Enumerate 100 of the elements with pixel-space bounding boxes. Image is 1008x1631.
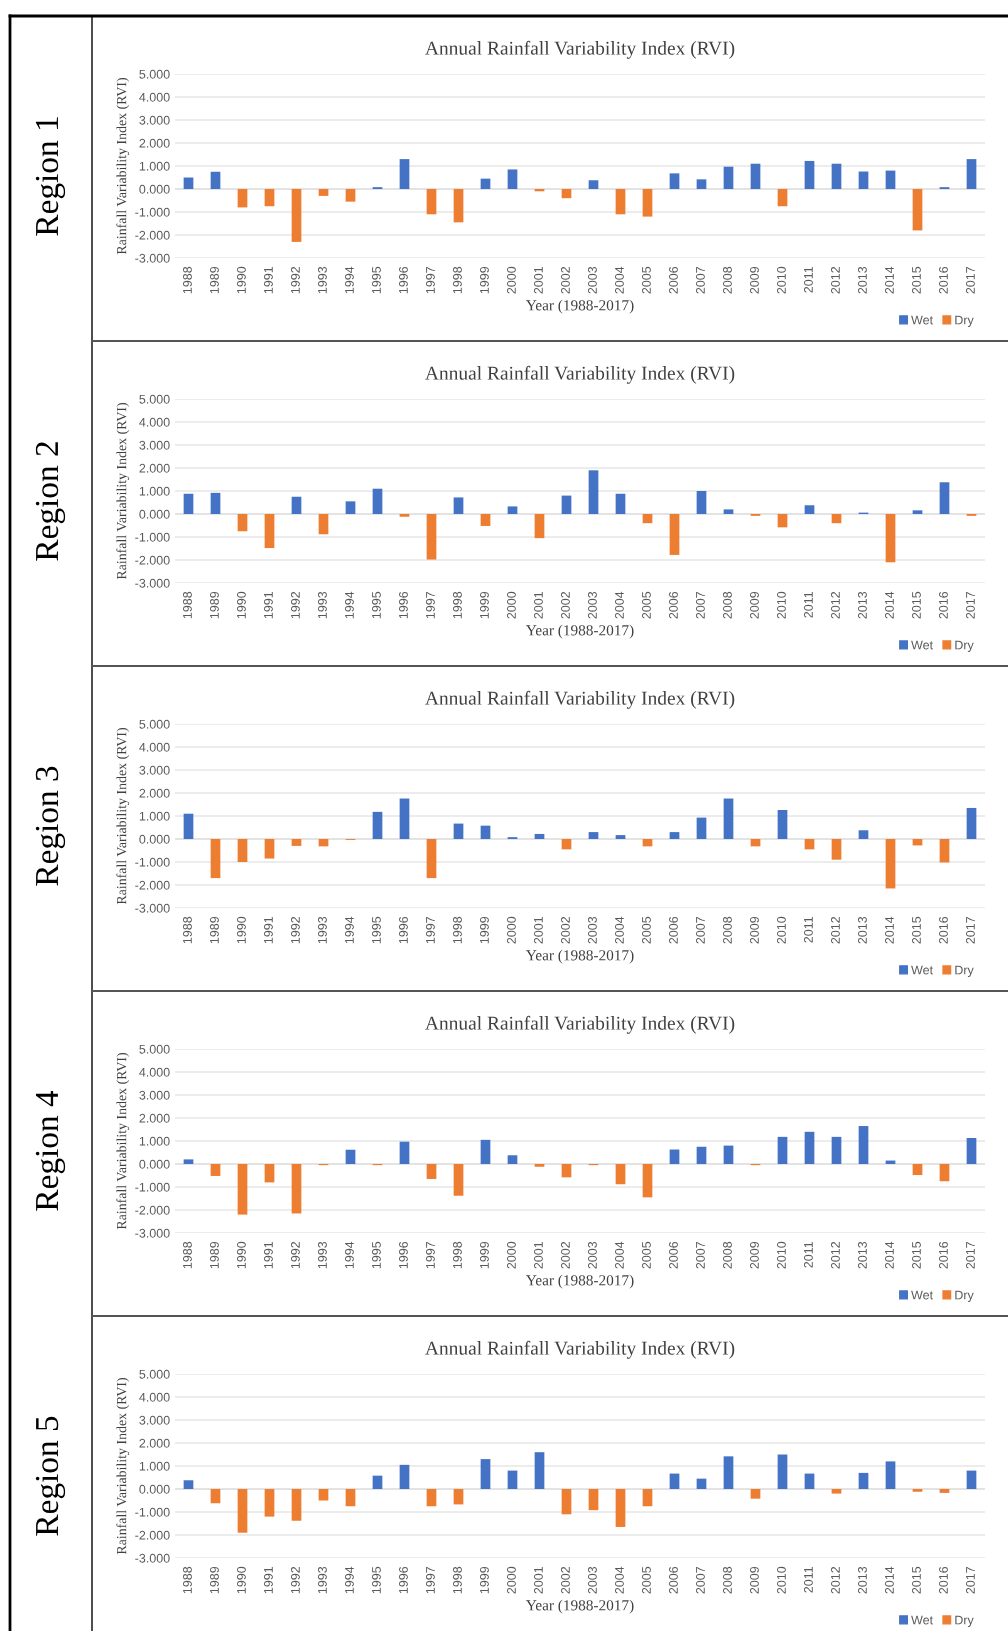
x-tick-label: 1996 bbox=[399, 916, 408, 944]
y-tick-label: 1.000 bbox=[139, 1136, 170, 1146]
x-tick-label: 2011 bbox=[804, 266, 813, 293]
x-tick-label: 2001 bbox=[534, 1566, 543, 1594]
y-tick-label: 3.000 bbox=[139, 1090, 170, 1100]
x-tick-label: 2005 bbox=[642, 1566, 651, 1594]
x-tick-label: 2006 bbox=[669, 266, 678, 294]
bar bbox=[399, 159, 410, 189]
x-tick-label: 2015 bbox=[912, 1566, 921, 1594]
x-tick-label: 1999 bbox=[480, 266, 489, 294]
y-tick-label: -3.000 bbox=[135, 578, 170, 588]
x-tick-label: 2013 bbox=[858, 266, 867, 294]
bar bbox=[291, 189, 302, 242]
y-tick-label: 5.000 bbox=[139, 394, 170, 404]
bar bbox=[399, 798, 410, 839]
bar bbox=[831, 163, 842, 189]
bar bbox=[885, 839, 896, 889]
x-tick-label: 2015 bbox=[912, 266, 921, 294]
bar bbox=[858, 1126, 869, 1164]
x-tick-label: 2004 bbox=[615, 1566, 624, 1594]
bar bbox=[777, 514, 788, 528]
bar bbox=[372, 811, 383, 839]
x-tick-label: 2008 bbox=[723, 266, 732, 294]
x-tick-label: 2002 bbox=[561, 591, 570, 619]
x-tick-label: 2009 bbox=[750, 1566, 759, 1594]
x-tick-label: 1991 bbox=[264, 1241, 273, 1269]
bar bbox=[345, 1149, 356, 1164]
bar bbox=[210, 171, 221, 189]
bar bbox=[534, 514, 545, 539]
bar bbox=[831, 1136, 842, 1164]
bar bbox=[183, 1480, 194, 1489]
x-tick-label: 2013 bbox=[858, 591, 867, 619]
bar bbox=[858, 171, 869, 189]
x-tick-label: 2007 bbox=[696, 916, 705, 944]
y-tick-label: 4.000 bbox=[139, 417, 170, 427]
x-tick-label: 2002 bbox=[561, 1566, 570, 1594]
bar bbox=[372, 488, 383, 514]
bar bbox=[642, 1489, 653, 1507]
bar bbox=[777, 189, 788, 207]
text: Region 1 bbox=[35, 117, 66, 236]
x-tick-label: 1995 bbox=[372, 1241, 381, 1269]
y-tick-label: -1.000 bbox=[135, 1182, 170, 1192]
bar bbox=[426, 189, 437, 215]
bar bbox=[237, 514, 248, 532]
x-tick-label: 1996 bbox=[399, 591, 408, 619]
bar bbox=[723, 1145, 734, 1164]
x-tick-label: 1997 bbox=[426, 591, 435, 619]
x-tick-label: 1988 bbox=[183, 1566, 192, 1594]
bar bbox=[912, 1164, 923, 1176]
bar bbox=[966, 807, 977, 839]
x-tick-label: 1993 bbox=[318, 1241, 327, 1269]
x-tick-label: 1990 bbox=[237, 916, 246, 944]
x-tick-label: 2017 bbox=[966, 1241, 975, 1269]
x-tick-label: 1992 bbox=[291, 266, 300, 294]
x-tick-label: 2013 bbox=[858, 916, 867, 944]
x-tick-label: 1997 bbox=[426, 1566, 435, 1594]
x-tick-label: 1992 bbox=[291, 916, 300, 944]
bar bbox=[453, 1164, 464, 1196]
x-tick-label: 2012 bbox=[831, 591, 840, 619]
x-tick-label: 1997 bbox=[426, 266, 435, 294]
bar bbox=[912, 510, 923, 514]
bar bbox=[777, 810, 788, 839]
x-tick-label: 2000 bbox=[507, 1566, 516, 1594]
bar bbox=[426, 1489, 437, 1507]
x-tick-label: 1995 bbox=[372, 266, 381, 294]
bar bbox=[345, 1489, 356, 1507]
bar bbox=[453, 497, 464, 514]
y-tick-label: 2.000 bbox=[139, 138, 170, 148]
bar bbox=[723, 509, 734, 514]
y-tick-label: 0.000 bbox=[139, 1484, 170, 1494]
y-tick-label: 3.000 bbox=[139, 765, 170, 775]
y-tick-label: -2.000 bbox=[135, 1205, 170, 1215]
bar bbox=[669, 173, 680, 189]
x-tick-label: 2014 bbox=[885, 591, 894, 619]
x-tick-label: 1994 bbox=[345, 916, 354, 944]
legend-label: Dry bbox=[955, 965, 974, 977]
bar bbox=[399, 1464, 410, 1489]
y-tick-label: -2.000 bbox=[135, 555, 170, 565]
bar bbox=[210, 839, 221, 879]
bar bbox=[966, 1470, 977, 1489]
bar bbox=[939, 1489, 950, 1493]
bar bbox=[561, 1164, 572, 1178]
bar bbox=[561, 189, 572, 199]
x-tick-label: 2005 bbox=[642, 1241, 651, 1269]
bar bbox=[291, 1164, 302, 1214]
y-tick-label: 0.000 bbox=[139, 184, 170, 194]
x-tick-label: 2011 bbox=[804, 1566, 813, 1593]
bar bbox=[588, 470, 599, 514]
y-axis-title: Rainfall Variability Index (RVI) bbox=[116, 78, 130, 255]
x-tick-label: 1997 bbox=[426, 916, 435, 944]
x-tick-label: 2010 bbox=[777, 266, 786, 294]
bar bbox=[480, 1459, 491, 1489]
bar bbox=[642, 514, 653, 524]
y-tick-label: 0.000 bbox=[139, 1159, 170, 1169]
x-tick-label: 1993 bbox=[318, 916, 327, 944]
chart-title: Annual Rainfall Variability Index (RVI) bbox=[425, 690, 735, 709]
bar bbox=[210, 1164, 221, 1176]
bar bbox=[264, 514, 275, 549]
x-tick-label: 2014 bbox=[885, 266, 894, 294]
x-tick-label: 2000 bbox=[507, 916, 516, 944]
